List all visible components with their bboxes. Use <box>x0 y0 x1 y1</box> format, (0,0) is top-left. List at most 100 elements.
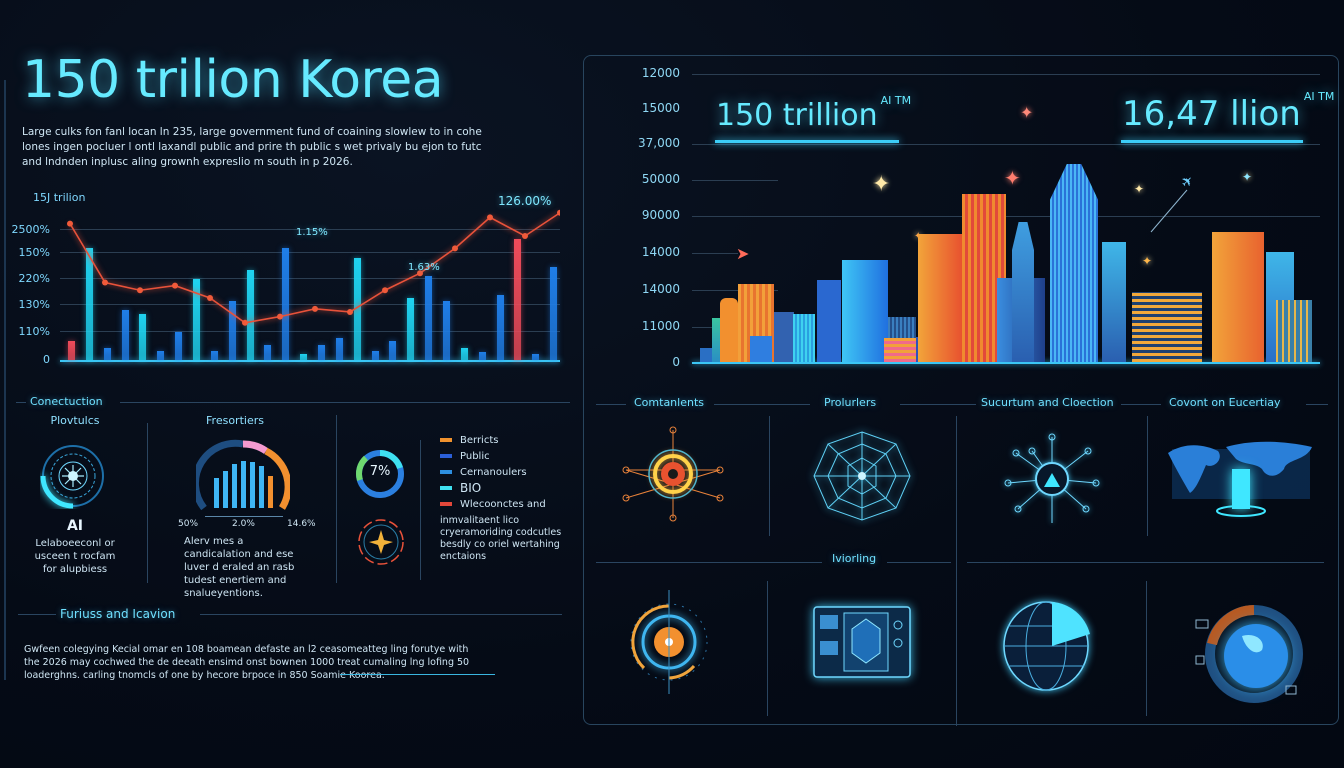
category-header: Sucurtum and Cloection <box>981 396 1114 409</box>
divider <box>956 416 957 726</box>
y-tick: 37,000 <box>638 136 680 150</box>
column-body: Lelaboeeconl or usceen t rocfam for alup… <box>34 538 116 575</box>
divider <box>120 402 570 403</box>
intro-paragraph: Large culks fon fanl locan ln 235, large… <box>22 126 482 168</box>
star-network-icon <box>618 424 728 528</box>
page-title: 150 trilion Korea <box>22 50 444 110</box>
earth-ring-icon <box>1194 604 1304 708</box>
divider <box>1306 404 1328 405</box>
gridline <box>60 229 560 230</box>
chart-bar <box>139 313 147 360</box>
globe-pie-icon <box>1002 596 1098 696</box>
chart-bar <box>496 294 504 360</box>
building <box>700 348 714 362</box>
chart-bar <box>425 276 433 360</box>
divider <box>147 423 148 583</box>
device-shield-icon <box>812 601 916 685</box>
section-header-row2: Iviorling <box>832 552 877 565</box>
chart-bar <box>532 353 540 360</box>
sparkle-icon: ✦ <box>1142 254 1153 268</box>
ai-gauge-icon <box>40 443 106 513</box>
building <box>774 312 794 362</box>
legend-item: Wlecoonctes and <box>440 496 546 512</box>
y-tick: 220% <box>18 272 50 285</box>
divider <box>596 404 626 405</box>
legend-swatch <box>440 454 452 458</box>
chart-bar <box>210 350 218 360</box>
divider <box>1147 416 1148 536</box>
chart-title: 15J trilion <box>33 191 86 204</box>
chart-bar <box>68 341 75 360</box>
building <box>1050 164 1098 362</box>
section-header-funding: Furiuss and Icavion <box>60 607 176 621</box>
sparkle-icon: ✦ <box>1004 166 1021 190</box>
left-panel: 150 trilion Korea Large culks fon fanl l… <box>0 0 575 768</box>
column-title: Plovtulcs <box>50 414 100 427</box>
chart-bar <box>264 344 272 360</box>
annotation-label: 126.00% <box>498 194 552 208</box>
chart-bar <box>246 270 254 360</box>
legend: Berricts Public Cernanoulers BIO Wlecoon… <box>440 432 546 512</box>
geodesic-sphere-icon <box>810 428 914 528</box>
chart-bar <box>121 310 129 360</box>
chart-bar <box>389 341 397 360</box>
gridline <box>60 331 560 332</box>
legend-swatch <box>440 470 452 474</box>
y-tick: 12000 <box>641 66 680 80</box>
chart-bar <box>85 248 93 360</box>
building <box>1276 300 1312 362</box>
legend-item: Public <box>440 448 546 464</box>
chart-bar <box>300 353 308 360</box>
growth-bar-line-chart: 15J trilion 2500% 150% 220% 130% 110% 0 … <box>0 185 575 375</box>
gridline <box>692 74 1320 75</box>
kpi-underline <box>715 140 899 143</box>
building <box>793 314 815 362</box>
ai-label: AI <box>66 518 84 534</box>
gear-dial-icon <box>624 586 714 700</box>
chart-bar <box>157 350 165 360</box>
divider <box>200 614 562 615</box>
legend-item: Berricts <box>440 432 546 448</box>
x-axis <box>60 360 560 362</box>
legend-swatch <box>440 438 452 442</box>
sparkle-icon: ✦ <box>1134 182 1145 196</box>
divider <box>1146 581 1147 716</box>
divider <box>714 404 810 405</box>
gridline <box>692 290 778 291</box>
building <box>1212 232 1264 362</box>
divider <box>16 402 26 403</box>
divider <box>420 440 421 580</box>
kpi-value-2: 16,47 llion AI TM <box>1122 90 1335 134</box>
divider <box>18 614 56 615</box>
y-tick: 0 <box>672 355 680 369</box>
legend-body: inmvalitaent lico cryeramoriding codcutl… <box>440 515 562 562</box>
sparkle-icon: ✦ <box>1242 170 1253 184</box>
building <box>918 234 962 362</box>
building <box>817 280 841 362</box>
x-axis <box>692 362 1320 364</box>
y-tick: 14000 <box>641 245 680 259</box>
divider <box>1121 404 1161 405</box>
y-tick: 150% <box>18 246 50 259</box>
divider <box>336 415 337 583</box>
y-tick: 2500% <box>11 223 50 236</box>
column-body: Alerv mes a candicalation and ese luver … <box>184 536 295 599</box>
right-panel: 12000 15000 37,000 50000 90000 14000 140… <box>583 55 1339 726</box>
chart-bar <box>443 301 450 360</box>
y-tick: 50000 <box>641 172 680 186</box>
legend-item: BIO <box>440 480 546 496</box>
sparkle-icon: ✦ <box>1020 103 1034 122</box>
gauge-tick: 50% <box>178 519 199 529</box>
chart-bar <box>371 350 379 360</box>
divider <box>596 562 822 563</box>
category-header: Covont on Eucertiay <box>1169 396 1281 409</box>
column-title: Fresortiers <box>206 414 264 427</box>
building <box>750 336 772 362</box>
city-skyline-illustration: ✦ ✦ ✦ ✦ ✦ ✦ ✦ ➤ ✈ <box>692 105 1320 362</box>
divider <box>767 581 768 716</box>
building <box>1132 292 1202 362</box>
divider <box>769 416 770 536</box>
world-map-icon <box>1166 439 1316 523</box>
chart-bar <box>550 267 558 360</box>
divider <box>967 562 1324 563</box>
